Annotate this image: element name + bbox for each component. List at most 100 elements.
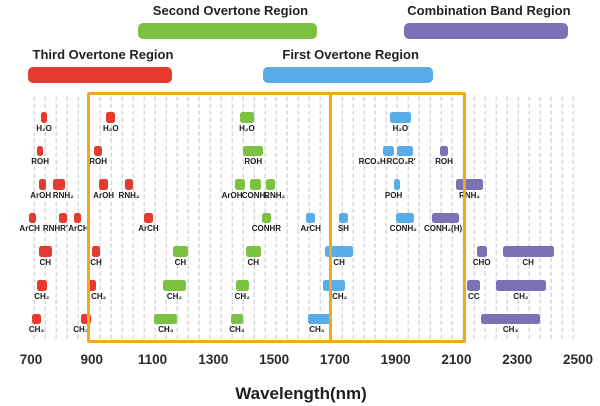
band-bar [495,280,547,291]
band-bar [59,212,68,224]
band-bar [29,212,37,224]
band-bar [39,179,47,190]
band-label: RNH₂ [52,190,74,200]
band-label: ArCH [68,224,89,234]
band-label: ROH [435,157,453,167]
band-label: CH₂ [513,291,529,301]
band-label: CHO [472,257,491,267]
band-label: CH₂ [234,291,250,301]
x-tick-label: 2300 [502,352,533,367]
band-bar [125,179,133,190]
band-bar [243,145,264,157]
band-bar [306,212,316,224]
plot-gridlines [24,94,582,341]
band-label: CH₂ [332,291,348,301]
x-tick-label: 2100 [441,352,472,367]
band-bar [322,280,345,291]
band-bar [163,280,186,291]
band-label: ArCH [300,224,321,234]
band-label: CH₂ [34,291,50,301]
band-bar [396,212,415,224]
band-bar [307,313,332,325]
band-bar [245,246,261,257]
band-label: CH [174,257,187,267]
band-label: CH [247,257,260,267]
band-bar [234,179,246,190]
band-label: ArCH [19,224,40,234]
band-bar [382,145,394,157]
band-label: CONH₂ [241,190,269,200]
band-label: ArOH [221,190,243,200]
band-bar [230,313,244,325]
band-label: H₂O [102,123,119,133]
band-label: ROH [244,157,263,167]
highlight-box-frame [87,92,467,343]
band-label: CONHR [251,224,282,234]
x-axis-title: Wavelength(nm) [235,384,367,403]
band-label: RNH₂ [118,190,140,200]
band-bar [476,246,487,257]
band-label: ArOH [93,190,115,200]
band-bar [40,112,48,123]
band-label: CH [39,257,52,267]
band-bar [36,145,44,157]
band-bar [106,112,116,123]
band-label: CH₂ [91,291,107,301]
second-overtone-region-bar [137,23,317,39]
band-label: CC [467,291,480,301]
band-bar [389,112,411,123]
band-bar [239,112,255,123]
x-tick-label: 2500 [562,352,594,367]
band-bar [249,179,261,190]
band-bar [144,212,153,224]
band-bar [36,280,47,291]
band-label: RCO₂R' [386,157,416,167]
highlight-box-divider [328,92,332,343]
band-bar [99,179,108,190]
band-label: SH [337,224,349,234]
band-bar [154,313,178,325]
band-label: CH₃ [309,325,325,335]
band-label: RNH₂ [264,190,286,200]
band-label: CH₃ [502,325,519,335]
band-bar [172,246,188,257]
band-bar [325,246,353,257]
band-bar [397,145,413,157]
band-bar [338,212,348,224]
band-bar [53,179,66,190]
x-tick-label: 1700 [319,352,350,367]
band-label: H₂O [392,123,409,133]
band-label: RCO₂H [358,157,386,167]
band-bar [235,280,249,291]
band-label: CH₂ [166,291,182,301]
band-bar [393,179,400,190]
x-tick-label: 1900 [380,352,411,367]
second-overtone-region-label: Second Overtone Region [152,3,309,18]
third-overtone-region-bar [27,67,172,83]
band-label: POH [384,190,403,200]
band-bar [94,145,103,157]
band-bar [74,212,81,224]
band-bar [480,313,541,325]
x-tick-label: 1300 [198,352,229,367]
band-bar [467,280,481,291]
band-bar [261,212,271,224]
first-overtone-region-bar [262,67,433,83]
band-label: CH [333,257,345,267]
band-label: CH [522,257,534,267]
band-bar [431,212,459,224]
band-label: ArCH [138,224,159,234]
band-label: RNH₂ [459,190,480,200]
band-bar [86,280,97,291]
x-tick-label: 700 [19,352,43,367]
band-bar [439,145,449,157]
band-bar [265,179,276,190]
band-label: RNHR' [42,224,68,234]
x-tick-label: 900 [80,352,104,367]
band-bar [502,246,554,257]
band-label: CH₃ [28,325,45,335]
band-label: CH₃ [73,325,89,335]
band-label: ROH [89,157,108,167]
band-bar [455,179,484,190]
band-label: CH [90,257,102,267]
